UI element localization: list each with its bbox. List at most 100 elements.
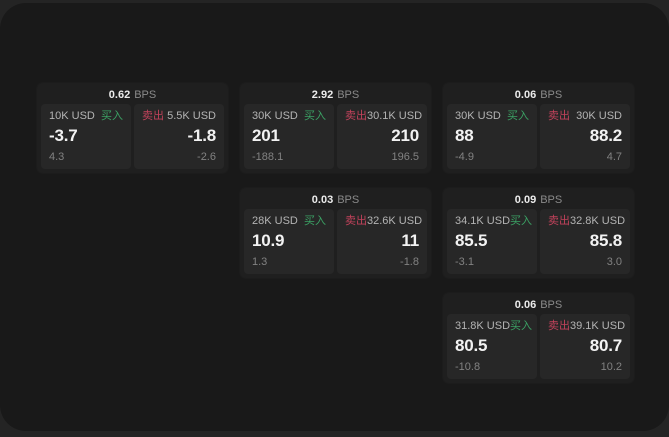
bps-unit-label: BPS: [540, 193, 563, 206]
sell-label-row: 卖出 5.5K USD: [142, 109, 216, 124]
sell-notional-label: 39.1K USD: [570, 320, 626, 332]
sell-panel[interactable]: 卖出 5.5K USD -1.8 -2.6: [134, 104, 224, 169]
sell-notional-label: 32.8K USD: [570, 215, 626, 227]
bps-value: 0.03: [311, 193, 334, 206]
buy-label-row: 28K USD 买入: [252, 214, 326, 229]
sell-panel[interactable]: 卖出 30.1K USD 210 196.5: [337, 104, 427, 169]
buy-delta-value: 4.3: [49, 151, 65, 163]
buy-price-value: 85.5: [455, 231, 488, 250]
buy-tag: 买入: [304, 215, 326, 227]
buy-delta-value: -10.8: [455, 361, 481, 373]
buy-notional-label: 30K USD: [252, 110, 298, 122]
buy-notional-label: 30K USD: [455, 110, 501, 122]
sell-price-value: 85.8: [589, 231, 622, 250]
quote-panels: 10K USD 买入 -3.7 4.3 卖出 5.5K USD -1.8 -2.…: [37, 104, 228, 173]
quote-panels: 34.1K USD 买入 85.5 -3.1 卖出 32.8K USD 85.8…: [443, 209, 634, 278]
sell-tag: 卖出: [345, 110, 367, 122]
buy-price-value: 201: [252, 126, 280, 145]
sell-label-row: 卖出 30.1K USD: [345, 109, 423, 124]
bps-value: 0.06: [514, 88, 537, 101]
quote-panels: 31.8K USD 买入 80.5 -10.8 卖出 39.1K USD 80.…: [443, 314, 634, 383]
quote-card: 2.92 BPS 30K USD 买入 201 -188.1 卖出 30.1K …: [240, 83, 431, 173]
sell-price-value: 80.7: [589, 336, 622, 355]
buy-price-value: 10.9: [252, 231, 285, 250]
sell-label-row: 卖出 32.6K USD: [345, 214, 423, 229]
buy-notional-label: 34.1K USD: [455, 215, 511, 227]
sell-panel[interactable]: 卖出 39.1K USD 80.7 10.2: [540, 314, 630, 379]
quote-card: 0.06 BPS 30K USD 买入 88 -4.9 卖出 30K USD 8…: [443, 83, 634, 173]
buy-panel[interactable]: 10K USD 买入 -3.7 4.3: [41, 104, 131, 169]
sell-tag: 卖出: [548, 110, 570, 122]
bps-unit-label: BPS: [134, 88, 157, 101]
quote-panels: 30K USD 买入 201 -188.1 卖出 30.1K USD 210 1…: [240, 104, 431, 173]
buy-notional-label: 31.8K USD: [455, 320, 511, 332]
bps-unit-label: BPS: [337, 193, 360, 206]
sell-delta-value: -2.6: [197, 151, 216, 163]
quote-card: 0.62 BPS 10K USD 买入 -3.7 4.3 卖出 5.5K USD…: [37, 83, 228, 173]
sell-label-row: 卖出 30K USD: [548, 109, 622, 124]
buy-label-row: 30K USD 买入: [252, 109, 326, 124]
bps-value: 0.09: [514, 193, 537, 206]
sell-delta-value: 196.5: [391, 151, 419, 163]
buy-delta-value: 1.3: [252, 256, 268, 268]
bps-unit-label: BPS: [540, 88, 563, 101]
sell-label-row: 卖出 32.8K USD: [548, 214, 626, 229]
buy-panel[interactable]: 30K USD 买入 201 -188.1: [244, 104, 334, 169]
buy-tag: 买入: [510, 320, 533, 332]
buy-label-row: 10K USD 买入: [49, 109, 123, 124]
sell-delta-value: 10.2: [600, 361, 622, 373]
sell-tag: 卖出: [345, 215, 367, 227]
bps-unit-label: BPS: [540, 298, 563, 311]
bps-unit-label: BPS: [337, 88, 360, 101]
quote-card: 0.03 BPS 28K USD 买入 10.9 1.3 卖出 32.6K US…: [240, 188, 431, 278]
sell-panel[interactable]: 卖出 32.6K USD 11 -1.8: [337, 209, 427, 274]
sell-panel[interactable]: 卖出 32.8K USD 85.8 3.0: [540, 209, 630, 274]
sell-price-value: -1.8: [187, 126, 217, 145]
buy-delta-value: -188.1: [252, 151, 284, 163]
sell-label-row: 卖出 39.1K USD: [548, 319, 626, 334]
sell-notional-label: 32.6K USD: [367, 215, 423, 227]
sell-price-value: 11: [401, 231, 419, 250]
card-header: 0.62 BPS: [37, 83, 228, 104]
sell-price-value: 210: [391, 126, 419, 145]
buy-panel[interactable]: 31.8K USD 买入 80.5 -10.8: [447, 314, 537, 379]
buy-panel[interactable]: 30K USD 买入 88 -4.9: [447, 104, 537, 169]
buy-label-row: 31.8K USD 买入: [455, 319, 533, 334]
buy-panel[interactable]: 34.1K USD 买入 85.5 -3.1: [447, 209, 537, 274]
sell-delta-value: 3.0: [606, 256, 622, 268]
sell-panel[interactable]: 卖出 30K USD 88.2 4.7: [540, 104, 630, 169]
sell-price-value: 88.2: [589, 126, 622, 145]
card-header: 2.92 BPS: [240, 83, 431, 104]
sell-tag: 卖出: [548, 320, 570, 332]
quote-card: 0.06 BPS 31.8K USD 买入 80.5 -10.8 卖出 39.1…: [443, 293, 634, 383]
sell-notional-label: 30.1K USD: [367, 110, 423, 122]
buy-panel[interactable]: 28K USD 买入 10.9 1.3: [244, 209, 334, 274]
buy-notional-label: 10K USD: [49, 110, 95, 122]
card-header: 0.06 BPS: [443, 293, 634, 314]
buy-label-row: 30K USD 买入: [455, 109, 529, 124]
sell-delta-value: 4.7: [606, 151, 622, 163]
buy-notional-label: 28K USD: [252, 215, 298, 227]
sell-delta-value: -1.8: [400, 256, 419, 268]
buy-price-value: 80.5: [455, 336, 488, 355]
bps-value: 2.92: [311, 88, 334, 101]
buy-tag: 买入: [304, 110, 326, 122]
buy-delta-value: -4.9: [455, 151, 474, 163]
buy-tag: 买入: [507, 110, 529, 122]
buy-tag: 买入: [101, 110, 123, 122]
quote-panels: 28K USD 买入 10.9 1.3 卖出 32.6K USD 11 -1.8: [240, 209, 431, 278]
buy-label-row: 34.1K USD 买入: [455, 214, 533, 229]
buy-delta-value: -3.1: [455, 256, 474, 268]
buy-tag: 买入: [510, 215, 533, 227]
quote-panels: 30K USD 买入 88 -4.9 卖出 30K USD 88.2 4.7: [443, 104, 634, 173]
buy-price-value: 88: [455, 126, 474, 145]
quote-card: 0.09 BPS 34.1K USD 买入 85.5 -3.1 卖出 32.8K…: [443, 188, 634, 278]
sell-tag: 卖出: [142, 110, 164, 122]
bps-value: 0.62: [108, 88, 131, 101]
buy-price-value: -3.7: [49, 126, 78, 145]
sell-notional-label: 5.5K USD: [167, 110, 216, 122]
bps-value: 0.06: [514, 298, 537, 311]
sell-tag: 卖出: [548, 215, 570, 227]
cards-grid: 0.62 BPS 10K USD 买入 -3.7 4.3 卖出 5.5K USD…: [37, 83, 634, 383]
app-window: 0.62 BPS 10K USD 买入 -3.7 4.3 卖出 5.5K USD…: [0, 3, 669, 431]
